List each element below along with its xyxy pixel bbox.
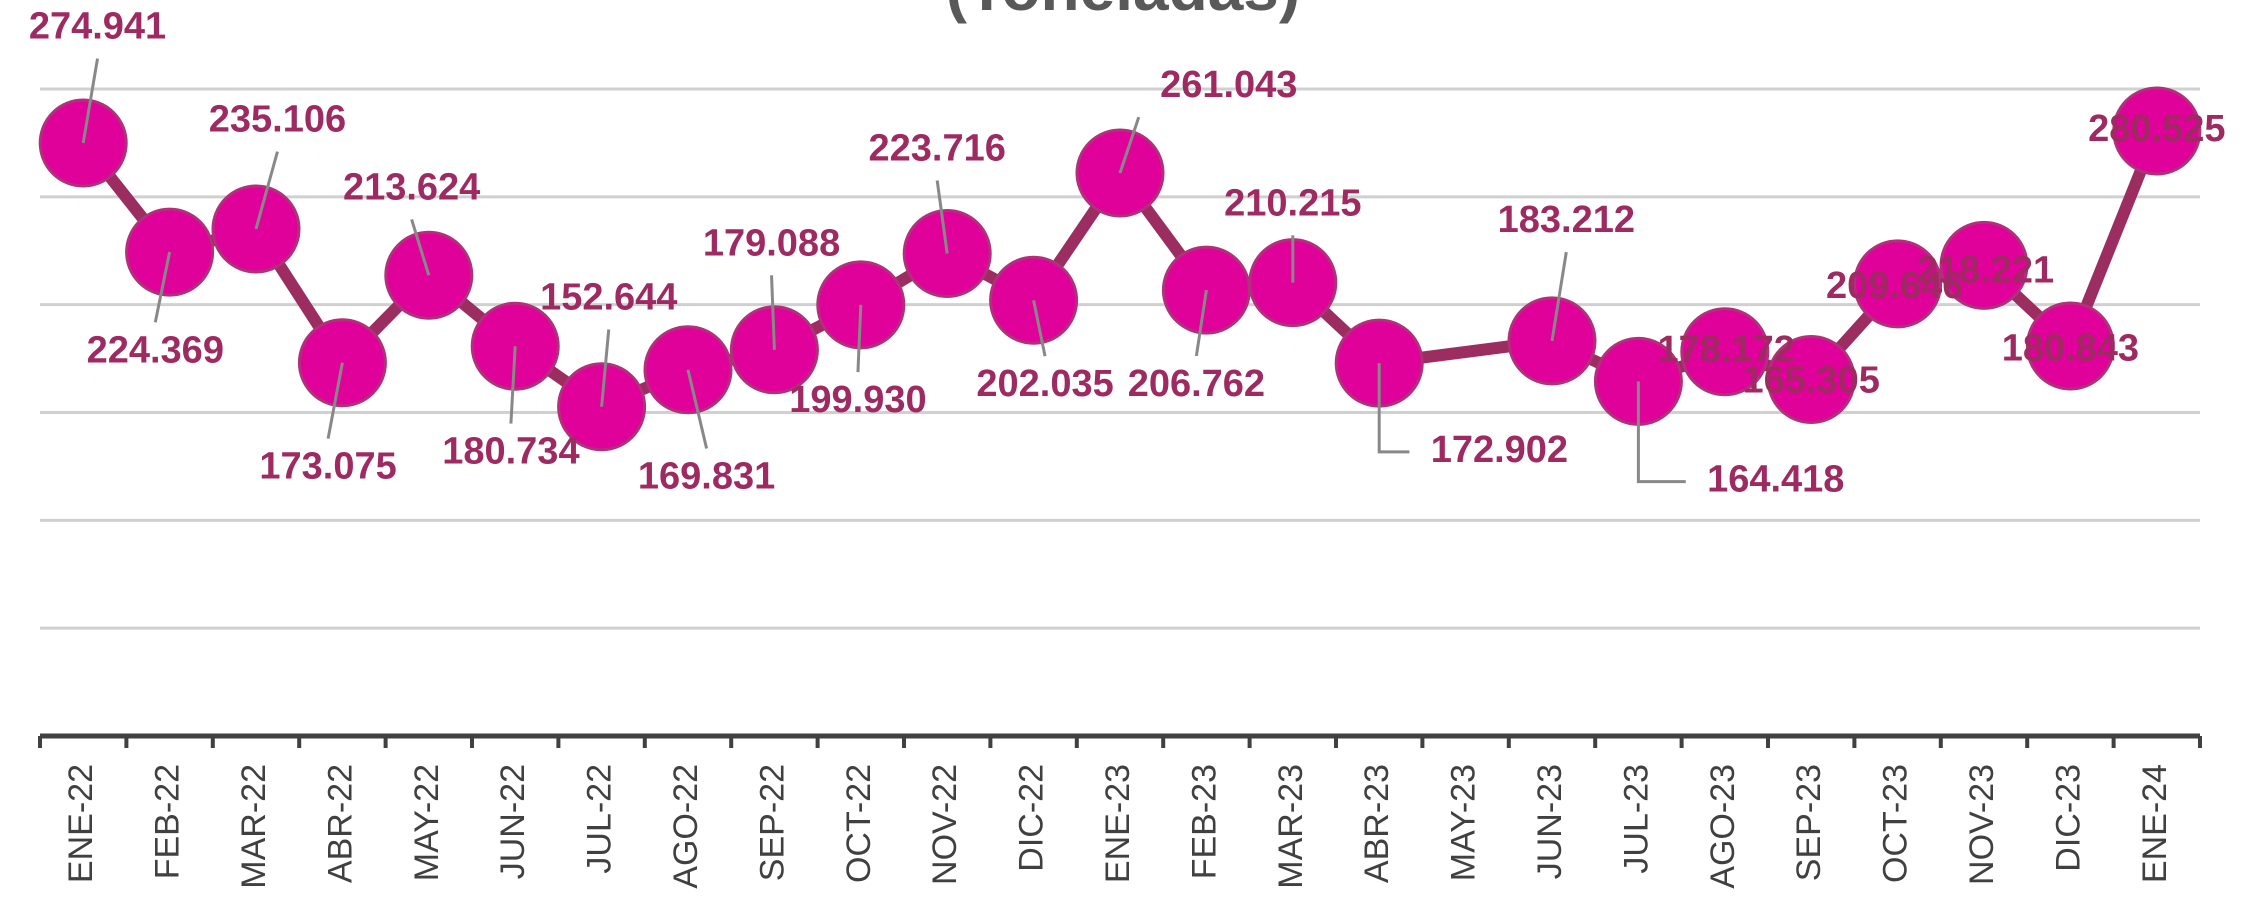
data-label: 210.215 xyxy=(1224,182,1361,224)
leader-line xyxy=(509,346,517,424)
data-label: 178.172 xyxy=(1658,329,1795,371)
x-tick-label: JUL-23 xyxy=(1617,764,1655,874)
marker xyxy=(1680,307,1770,397)
x-tick-label: SEP-22 xyxy=(753,764,791,881)
x-tick-label: NOV-23 xyxy=(1963,764,2001,885)
data-label: 213.624 xyxy=(343,166,480,208)
x-tick-label: ENE-22 xyxy=(62,764,100,883)
data-label: 235.106 xyxy=(209,99,346,141)
data-label: 152.644 xyxy=(540,277,677,319)
leader-line xyxy=(326,362,344,439)
x-tick-label: DIC-22 xyxy=(1013,764,1051,872)
data-label: 172.902 xyxy=(1431,429,1568,471)
data-label: 274.941 xyxy=(29,6,166,48)
x-tick-label: MAY-22 xyxy=(408,764,446,881)
data-label: 199.930 xyxy=(789,379,926,421)
data-label: 202.035 xyxy=(976,363,1113,405)
x-tick-label: OCT-22 xyxy=(840,764,878,883)
x-tick-label: DIC-23 xyxy=(2049,764,2087,872)
x-tick-label: AGO-22 xyxy=(667,764,705,889)
data-label: 218.221 xyxy=(1917,250,2054,292)
data-label: 223.716 xyxy=(868,128,1005,170)
data-label: 183.212 xyxy=(1498,199,1635,241)
leader-line xyxy=(153,251,172,323)
data-label: 280.525 xyxy=(2088,108,2225,150)
x-tick-label: AGO-23 xyxy=(1704,764,1742,889)
data-label: 224.369 xyxy=(87,329,224,371)
x-tick-label: MAR-22 xyxy=(235,764,273,889)
x-tick-label: FEB-23 xyxy=(1185,764,1223,879)
leader-line xyxy=(770,275,776,350)
leader-line xyxy=(254,151,279,230)
leader-line xyxy=(856,304,863,373)
data-label: 180.843 xyxy=(2002,327,2139,369)
marker xyxy=(1939,220,2029,310)
x-tick-label: JUN-23 xyxy=(1531,764,1569,879)
x-tick-label: FEB-22 xyxy=(149,764,187,879)
leader-line xyxy=(410,218,431,276)
data-label: 173.075 xyxy=(259,446,396,488)
x-tick-label: MAY-23 xyxy=(1445,764,1483,881)
x-tick-label: SEP-23 xyxy=(1790,764,1828,881)
data-label: 164.418 xyxy=(1707,459,1844,501)
marker xyxy=(1853,239,1943,329)
data-label: 261.043 xyxy=(1160,64,1297,106)
data-label: 180.734 xyxy=(442,431,579,473)
x-tick-label: NOV-22 xyxy=(926,764,964,885)
marker xyxy=(2025,301,2115,391)
x-tick-label: ENE-23 xyxy=(1099,764,1137,883)
x-tick-label: ENE-24 xyxy=(2136,764,2174,883)
leader-line xyxy=(935,180,949,254)
leader-line xyxy=(686,369,709,449)
leader-line xyxy=(1118,116,1141,174)
x-tick-label: ABR-22 xyxy=(321,764,359,883)
data-label: 206.762 xyxy=(1128,363,1265,405)
leader-line xyxy=(1550,251,1568,342)
data-label: 169.831 xyxy=(638,456,775,498)
marker xyxy=(2112,86,2202,176)
leader-line xyxy=(81,58,99,144)
chart-title: (Toneladas) xyxy=(946,0,1300,24)
leader-line xyxy=(1194,289,1208,357)
x-tick-label: JUN-22 xyxy=(494,764,532,879)
leader-line xyxy=(1636,381,1686,484)
leader-line xyxy=(1032,299,1047,357)
x-tick-label: JUL-22 xyxy=(581,764,619,874)
data-label: 209.646 xyxy=(1826,265,1963,307)
leader-line xyxy=(600,329,611,407)
x-tick-label: ABR-23 xyxy=(1358,764,1396,883)
data-label: 179.088 xyxy=(703,222,840,264)
x-tick-label: OCT-23 xyxy=(1877,764,1915,883)
marker xyxy=(1766,334,1856,424)
marker xyxy=(125,207,215,297)
leader-line xyxy=(1377,363,1410,454)
data-label: 165.305 xyxy=(1743,359,1880,401)
x-tick-label: MAR-23 xyxy=(1272,764,1310,889)
